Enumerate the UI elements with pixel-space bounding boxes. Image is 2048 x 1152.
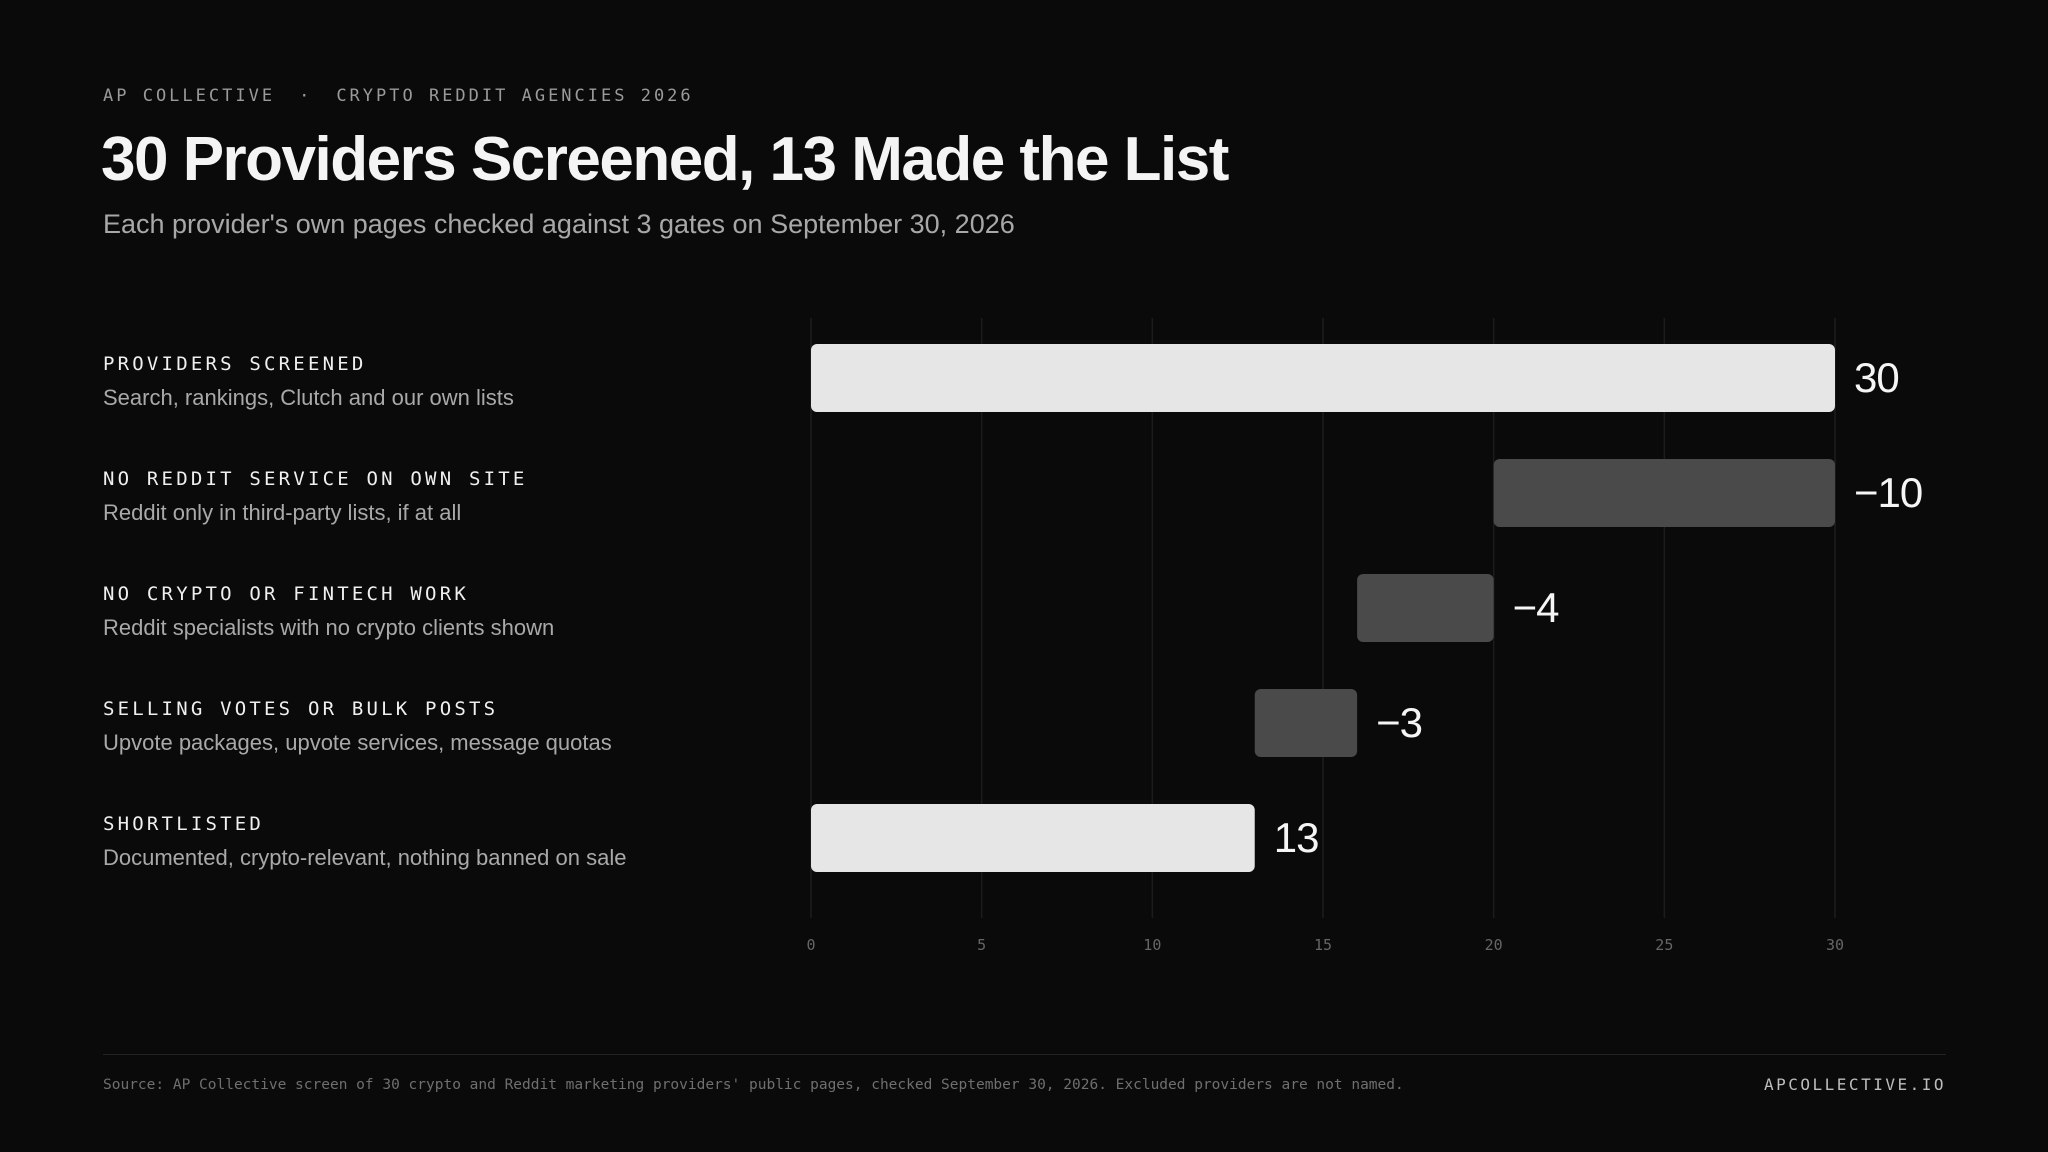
row-name: SELLING VOTES OR BULK POSTS: [103, 698, 499, 720]
eyebrow-topic: CRYPTO REDDIT AGENCIES 2026: [336, 86, 694, 106]
row-label-3: SELLING VOTES OR BULK POSTS Upvote packa…: [103, 698, 763, 756]
bar-value-label: −3: [1376, 699, 1422, 746]
eyebrow: AP COLLECTIVE · CRYPTO REDDIT AGENCIES 202…: [103, 86, 694, 106]
bar-total: [811, 344, 1835, 412]
source-note: Source: AP Collective screen of 30 crypt…: [103, 1077, 1404, 1093]
bar-value-label: −4: [1513, 584, 1560, 631]
row-name: NO CRYPTO OR FINTECH WORK: [103, 583, 469, 605]
x-tick-label: 10: [1143, 936, 1161, 954]
row-description: Search, rankings, Clutch and our own lis…: [103, 385, 514, 410]
bar-value-label: 30: [1854, 354, 1899, 401]
page-subtitle: Each provider's own pages checked agains…: [103, 209, 1015, 239]
bar-excluded: [1357, 574, 1494, 642]
x-tick-label: 25: [1655, 936, 1673, 954]
row-description: Upvote packages, upvote services, messag…: [103, 730, 612, 755]
x-tick-label: 5: [977, 936, 986, 954]
eyebrow-brand: AP COLLECTIVE: [103, 86, 276, 106]
x-tick-label: 30: [1826, 936, 1844, 954]
row-description: Documented, crypto-relevant, nothing ban…: [103, 845, 627, 870]
row-name: PROVIDERS SCREENED: [103, 353, 367, 375]
bar-value-label: −10: [1854, 469, 1922, 516]
footer-divider: [103, 1054, 1946, 1055]
row-name: NO REDDIT SERVICE ON OWN SITE: [103, 468, 528, 490]
row-label-0: PROVIDERS SCREENED Search, rankings, Clu…: [103, 353, 763, 411]
row-description: Reddit only in third-party lists, if at …: [103, 500, 462, 525]
bar-value-label: 13: [1274, 814, 1319, 861]
row-label-2: NO CRYPTO OR FINTECH WORK Reddit special…: [103, 583, 763, 641]
x-tick-label: 0: [806, 936, 815, 954]
row-label-1: NO REDDIT SERVICE ON OWN SITE Reddit onl…: [103, 468, 763, 526]
eyebrow-separator: ·: [299, 86, 313, 106]
x-tick-label: 15: [1314, 936, 1332, 954]
bar-excluded: [1254, 689, 1358, 757]
row-description: Reddit specialists with no crypto client…: [103, 615, 555, 640]
row-name: SHORTLISTED: [103, 813, 265, 835]
page-title: 30 Providers Screened, 13 Made the List: [101, 125, 1229, 194]
footer-brand: APCOLLECTIVE.IO: [1764, 1075, 1946, 1094]
bar-excluded: [1493, 459, 1835, 527]
x-tick-label: 20: [1485, 936, 1503, 954]
bar-total: [811, 804, 1255, 872]
row-label-4: SHORTLISTED Documented, crypto-relevant,…: [103, 813, 763, 871]
